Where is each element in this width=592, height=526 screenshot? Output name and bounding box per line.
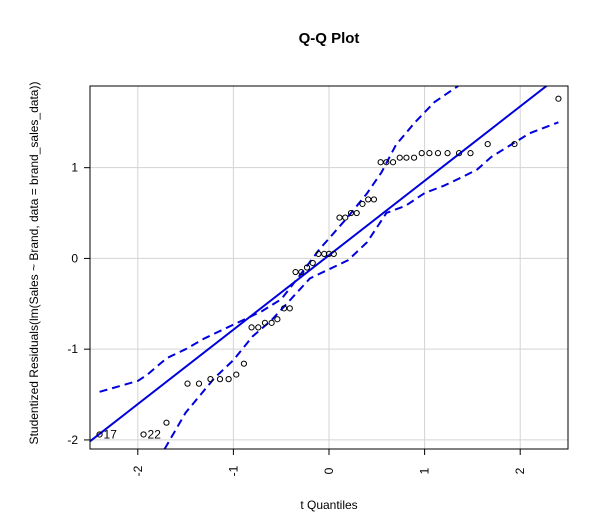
y-tick-label: 1	[71, 161, 78, 175]
data-point	[555, 95, 562, 102]
data-point	[342, 214, 349, 221]
data-point	[298, 268, 305, 276]
y-tick-label: -1	[67, 342, 78, 356]
chart-title: Q-Q Plot	[299, 30, 360, 47]
data-point	[184, 380, 191, 387]
reference-line-group	[90, 86, 549, 443]
data-point	[426, 150, 433, 157]
upper-confidence-band	[99, 86, 459, 393]
data-points	[96, 95, 562, 438]
point-label: 17	[104, 427, 118, 441]
x-tick-label: 2	[513, 467, 527, 474]
data-point	[140, 431, 147, 438]
x-axis-label: t Quantiles	[300, 498, 357, 512]
x-tick-label: 0	[322, 467, 336, 474]
data-point	[365, 196, 372, 203]
data-point	[233, 371, 240, 378]
data-point	[455, 150, 463, 157]
data-point	[418, 150, 425, 157]
data-point	[389, 159, 397, 166]
lower-confidence-band-group	[163, 121, 559, 449]
data-point	[303, 264, 311, 271]
y-axis-label: Studentized Residuals(lm(Sales ~ Brand, …	[27, 82, 41, 445]
data-point	[484, 140, 491, 148]
x-tick-label: 1	[418, 467, 432, 474]
data-point	[444, 150, 451, 157]
data-point	[315, 250, 322, 257]
x-tick-label: -1	[226, 465, 240, 476]
data-point	[383, 159, 390, 166]
data-point	[309, 259, 316, 267]
data-point	[396, 154, 403, 161]
data-point	[207, 376, 214, 383]
data-point	[280, 305, 288, 312]
x-axis: -2 -1 0 1 2	[131, 449, 527, 476]
data-point	[434, 150, 442, 157]
data-point	[216, 376, 224, 383]
upper-confidence-band-group	[99, 86, 459, 393]
y-axis: -2 -1 0 1	[67, 161, 90, 447]
data-point	[286, 305, 293, 312]
data-point	[359, 200, 366, 208]
data-point	[330, 250, 337, 257]
data-point	[163, 419, 170, 426]
data-point	[261, 319, 269, 326]
grid-lines	[90, 86, 568, 449]
x-tick-label: -2	[131, 465, 145, 476]
data-point	[255, 324, 262, 331]
data-point	[467, 150, 474, 157]
data-point	[377, 159, 384, 166]
data-point	[292, 268, 299, 276]
data-point	[336, 214, 343, 221]
data-point	[403, 154, 410, 161]
data-point	[410, 154, 418, 161]
y-tick-label: -2	[67, 433, 78, 447]
data-point	[274, 316, 281, 323]
point-annotations: 17 22	[104, 427, 162, 441]
data-point	[240, 360, 248, 367]
data-point	[225, 376, 232, 383]
data-point	[268, 319, 275, 326]
lower-confidence-band	[163, 121, 559, 449]
data-point	[248, 324, 255, 331]
point-label: 22	[148, 427, 162, 441]
data-point	[353, 209, 360, 217]
reference-line	[90, 86, 549, 443]
y-tick-label: 0	[71, 251, 78, 265]
data-point	[370, 196, 378, 203]
data-point	[96, 431, 103, 438]
data-point	[511, 140, 518, 148]
data-point	[195, 380, 203, 387]
data-point	[347, 209, 355, 217]
